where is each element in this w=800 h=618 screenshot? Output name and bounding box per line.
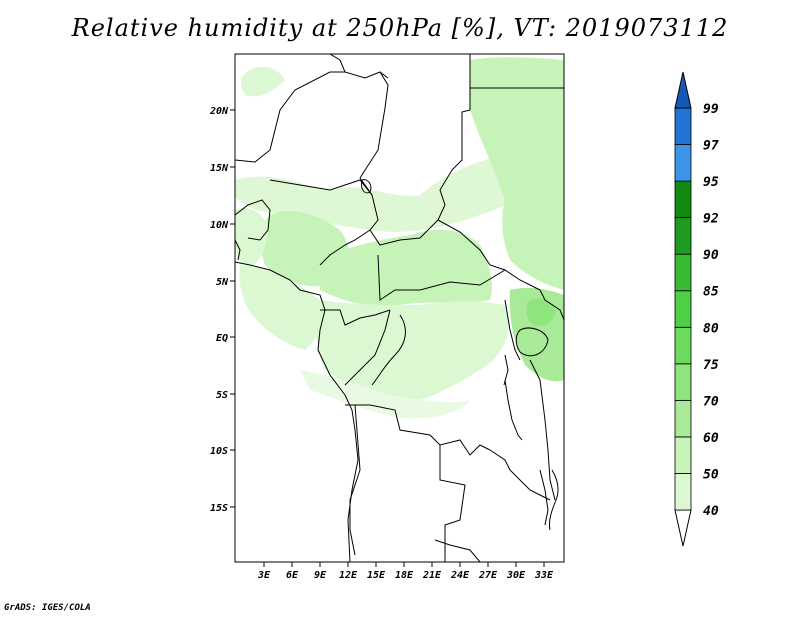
map-frame	[234, 53, 565, 563]
lake-malawi	[539, 469, 549, 526]
x-axis-labels: 3E 6E 9E 12E 15E 18E 21E 24E 27E 30E 33E	[257, 570, 554, 581]
congo-river	[371, 314, 406, 386]
drc-south-border	[345, 404, 491, 456]
colorbar-segment	[674, 473, 692, 511]
colorbar-segment	[674, 144, 692, 182]
colorbar-label: 99	[703, 102, 719, 117]
lake-chad	[361, 179, 372, 194]
coast-ghana-ivory	[235, 239, 241, 261]
colorbar-label: 92	[703, 212, 719, 227]
y-tick-label: 15N	[210, 163, 229, 174]
colorbar-label: 85	[703, 285, 719, 300]
niger-chad-border	[359, 71, 389, 179]
colorbar-segment	[674, 107, 692, 145]
x-tick-label: 6E	[286, 570, 299, 581]
humid-region-south-congo	[300, 370, 470, 419]
humidity-shading	[235, 57, 564, 419]
grads-credit: GrADS: IGES/COLA	[4, 603, 91, 613]
x-tick-label: 24E	[450, 570, 470, 581]
humid-region-sahel-band	[235, 120, 564, 232]
nigeria-border	[269, 179, 373, 196]
x-tick-label: 9E	[314, 570, 327, 581]
lake-tanganyika	[504, 379, 523, 441]
mozambique-coast	[549, 469, 559, 531]
colorbar-label: 97	[703, 139, 719, 154]
angola-zambia-border	[439, 445, 466, 562]
car-congo-border	[377, 254, 506, 301]
lake-victoria	[515, 327, 549, 357]
humid-region-nigeria-cameroon	[260, 210, 349, 287]
y-axis-labels: 20N 15N 10N 5N EQ 5S 10S 15S	[209, 106, 229, 514]
humid-region-congo-basin	[315, 300, 509, 405]
humid-region-kenya-small	[526, 298, 556, 326]
libya-algeria-border	[329, 54, 389, 79]
coast-west-africa	[235, 261, 359, 562]
colorbar-label: 40	[703, 504, 719, 519]
chad-sudan-border	[437, 109, 471, 221]
humid-region-west-coast	[235, 208, 268, 268]
humid-region-gulf-guinea	[239, 265, 322, 350]
colorbar-label: 90	[703, 248, 719, 263]
y-tick-label: 5S	[216, 390, 228, 401]
x-tick-label: 3E	[257, 570, 271, 581]
drc-west-border	[344, 309, 391, 386]
colorbar-segment	[674, 290, 692, 328]
x-tick-label: 12E	[339, 570, 358, 581]
colorbar-label: 60	[703, 431, 719, 446]
kenya-border	[539, 289, 564, 321]
zambia-border-east	[489, 449, 551, 501]
tanzania-border	[529, 359, 556, 501]
gabon-congo-border	[320, 309, 391, 326]
colorbar-upper-triangle	[674, 71, 692, 109]
colorbar-label: 50	[703, 467, 719, 482]
colorbar-segment	[674, 180, 692, 219]
chad-border-south	[359, 177, 439, 246]
x-tick-label: 15E	[367, 570, 386, 581]
x-tick-label: 27E	[478, 570, 498, 581]
y-tick-label: 20N	[209, 106, 229, 117]
west-africa-internal	[235, 199, 271, 241]
niger-algeria-border	[235, 71, 345, 163]
colorbar-label: 75	[703, 358, 719, 373]
colorbar-lower-triangle	[674, 509, 692, 547]
humid-region-car	[320, 229, 492, 307]
sudan-south-border	[437, 219, 541, 291]
y-tick-label: 5N	[216, 277, 229, 288]
colorbar-label: 80	[703, 321, 719, 336]
y-tick-label: 10N	[210, 220, 229, 231]
humid-region-ethiopia	[502, 198, 564, 290]
angola-border	[349, 404, 361, 556]
colorbar-segment	[674, 253, 692, 292]
axis-ticks	[230, 109, 545, 567]
y-tick-label: 15S	[210, 503, 228, 514]
colorbar-segment	[674, 436, 692, 474]
colorbar-segment	[674, 363, 692, 401]
colorbar: 40 50 60 70 75 80 85 90 92 95 97 99	[674, 71, 719, 547]
x-tick-label: 18E	[395, 570, 414, 581]
x-tick-label: 30E	[506, 570, 526, 581]
east-border-uganda	[504, 299, 521, 361]
humid-region-north-strip	[240, 66, 285, 97]
colorbar-segment	[674, 399, 692, 438]
lake-kivu	[503, 354, 509, 386]
colorbar-segment	[674, 217, 692, 255]
country-borders	[235, 54, 564, 562]
chart-title: Relative humidity at 250hPa [%], VT: 201…	[71, 14, 729, 42]
x-tick-label: 21E	[422, 570, 442, 581]
nigeria-cameroon-border	[319, 229, 371, 266]
botswana-border	[434, 539, 481, 562]
y-tick-label: 10S	[210, 446, 228, 457]
x-tick-label: 33E	[534, 570, 554, 581]
colorbar-label: 95	[703, 175, 719, 190]
y-tick-label: EQ	[216, 333, 228, 344]
colorbar-label: 70	[703, 394, 719, 409]
colorbar-segment	[674, 326, 692, 365]
